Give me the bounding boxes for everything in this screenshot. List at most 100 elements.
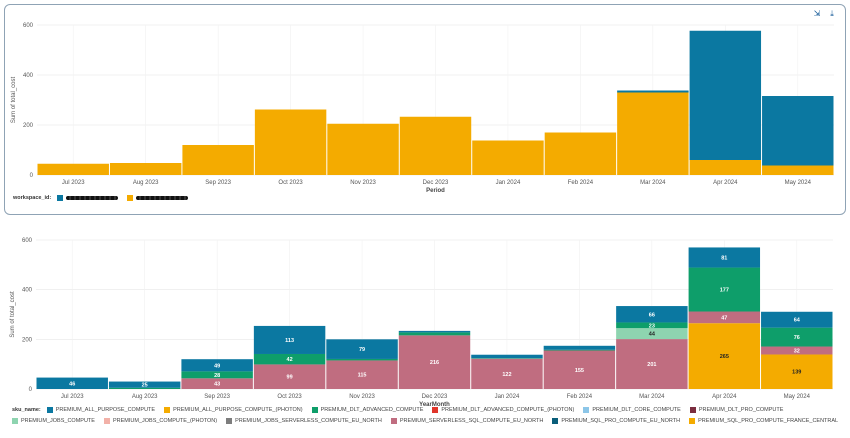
data-label: 44 [649, 332, 656, 338]
bar-segment [616, 306, 688, 323]
x-tick-label: Oct 2023 [278, 180, 303, 186]
data-label: 49 [214, 363, 220, 369]
bar-segment [399, 116, 472, 175]
sku-legend-item[interactable]: PREMIUM_DLT_CORE_COMPUTE [583, 407, 681, 413]
y-tick-label: 600 [23, 23, 34, 29]
bar-segment [689, 30, 762, 160]
sku-legend-item[interactable]: PREMIUM_DLT_ADVANCED_COMPUTE_(PHOTON) [432, 407, 574, 413]
download-icon[interactable]: ⤓ [830, 9, 834, 18]
x-tick-label: Mar 2024 [640, 180, 666, 186]
bar-segment [472, 140, 544, 175]
sku-legend-item[interactable]: PREMIUM_JOBS_COMPUTE [12, 418, 95, 424]
bar-segment [762, 165, 834, 175]
bar-segment [398, 332, 471, 336]
sku-legend-item[interactable]: PREMIUM_ALL_PURPOSE_COMPUTE_(PHOTON) [164, 407, 303, 413]
bar-segment [543, 349, 616, 351]
x-tick-label: Jul 2023 [62, 180, 85, 186]
bar-segment [471, 358, 543, 359]
redacted-workspace-id [136, 196, 189, 200]
sku-cost-chart-panel: 0 200 400 600 46 25 43 28 49 99 42 113 115 79 216 122 15… [4, 230, 846, 438]
sku-legend-item[interactable]: PREMIUM_SQL_PRO_COMPUTE_FRANCE_CENTRAL [689, 418, 838, 424]
data-label: 43 [214, 382, 220, 388]
data-label: 47 [721, 315, 727, 321]
sku-legend-item[interactable]: PREMIUM_JOBS_SERVERLESS_COMPUTE_EU_NORTH [226, 418, 382, 424]
bar-segment [108, 381, 181, 388]
legend-swatch [432, 407, 439, 413]
y-axis-title: Sum of total_cost [10, 291, 16, 338]
bar-segment [327, 123, 399, 175]
data-label: 79 [359, 347, 365, 353]
x-tick-label: Apr 2024 [712, 394, 737, 400]
legend-label: PREMIUM_JOBS_COMPUTE [21, 418, 95, 424]
bar-segment [109, 163, 182, 175]
x-tick-label: Sep 2023 [204, 394, 230, 400]
legend-swatch [552, 418, 559, 424]
x-tick-label: Oct 2023 [277, 394, 302, 400]
x-tick-label: May 2024 [785, 180, 812, 186]
data-label: 122 [502, 372, 511, 378]
sku-legend-item[interactable]: PREMIUM_SERVERLESS_SQL_COMPUTE_EU_NORTH [390, 418, 543, 424]
legend-label: PREMIUM_DLT_CORE_COMPUTE [592, 407, 681, 413]
bar-segment [688, 247, 761, 268]
bar-segment [689, 160, 762, 175]
bar-segment [253, 325, 326, 354]
y-tick-label: 200 [22, 337, 33, 343]
bar-segment [108, 387, 181, 389]
x-tick-label: Jul 2023 [61, 394, 84, 400]
sku-cost-chart: 0 200 400 600 46 25 43 28 49 99 42 113 115 79 216 122 15… [10, 238, 833, 408]
bar-segment [616, 339, 688, 389]
x-tick-label: Jan 2024 [496, 180, 521, 186]
x-tick-label: Nov 2023 [350, 180, 376, 186]
x-tick-label: Apr 2024 [713, 180, 738, 186]
y-tick-label: 400 [23, 73, 34, 79]
x-tick-label: Feb 2024 [568, 180, 594, 186]
bar-segment [37, 163, 109, 175]
x-tick-label: Jan 2024 [495, 394, 520, 400]
legend-swatch [311, 407, 318, 413]
bar-segment [761, 327, 833, 347]
bar-segment [36, 377, 108, 389]
bar-segment [471, 358, 543, 389]
expand-icon[interactable]: ⇲ [813, 9, 821, 18]
x-tick-label: Dec 2023 [423, 180, 449, 186]
legend-label: PREMIUM_DLT_ADVANCED_COMPUTE [320, 407, 424, 413]
bar-segment [181, 371, 253, 379]
legend-swatch [390, 418, 397, 424]
workspace-legend-item[interactable] [127, 195, 189, 201]
bar-segment [617, 90, 689, 93]
bar-segment [544, 132, 617, 175]
legend-label: PREMIUM_JOBS_COMPUTE_(PHOTON) [112, 418, 218, 424]
bar-segment [762, 96, 834, 166]
sku-legend-row-2: PREMIUM_JOBS_COMPUTE PREMIUM_JOBS_COMPUTE… [12, 418, 847, 424]
bar-segment [616, 328, 688, 340]
bar-segment [253, 353, 326, 365]
bar-segment [688, 311, 761, 324]
legend-label: PREMIUM_ALL_PURPOSE_COMPUTE [55, 407, 156, 413]
sku-legend-item[interactable]: PREMIUM_DLT_ADVANCED_COMPUTE [311, 407, 424, 413]
sku-legend-item[interactable]: PREMIUM_ALL_PURPOSE_COMPUTE [46, 407, 156, 413]
legend-swatch [164, 407, 171, 413]
bar-segment [398, 330, 471, 333]
bar-segment [181, 378, 253, 389]
legend-swatch [689, 407, 696, 413]
sku-legend-item[interactable]: PREMIUM_JOBS_COMPUTE_(PHOTON) [103, 418, 218, 424]
bar-segment [254, 109, 327, 175]
data-label: 99 [287, 375, 293, 381]
bar-segment [543, 345, 616, 350]
data-label: 25 [142, 383, 148, 389]
y-tick-label: 0 [29, 387, 33, 393]
data-label: 265 [720, 354, 729, 360]
x-tick-label: Nov 2023 [349, 394, 375, 400]
workspace-legend-item[interactable] [57, 195, 119, 201]
sku-legend-item[interactable]: PREMIUM_SQL_PRO_COMPUTE_EU_NORTH [552, 418, 680, 424]
legend-label: PREMIUM_DLT_PRO_COMPUTE [698, 407, 784, 413]
x-axis-title: Period [426, 188, 445, 194]
legend-swatch [46, 407, 53, 413]
workspace-swatch-1 [57, 195, 64, 201]
x-tick-label: Aug 2023 [133, 180, 159, 186]
bar-segment [471, 354, 543, 359]
workspace-cost-chart-panel: ⇲ ⤓ 0 200 400 600 Jul 2023 Aug 2023 Sep 2023 Oc… [4, 4, 846, 215]
data-label: 23 [649, 323, 655, 329]
workspace-cost-chart: 0 200 400 600 Jul 2023 Aug 2023 Sep 2023 Oct 20… [11, 23, 834, 194]
sku-legend-item[interactable]: PREMIUM_DLT_PRO_COMPUTE [689, 407, 784, 413]
